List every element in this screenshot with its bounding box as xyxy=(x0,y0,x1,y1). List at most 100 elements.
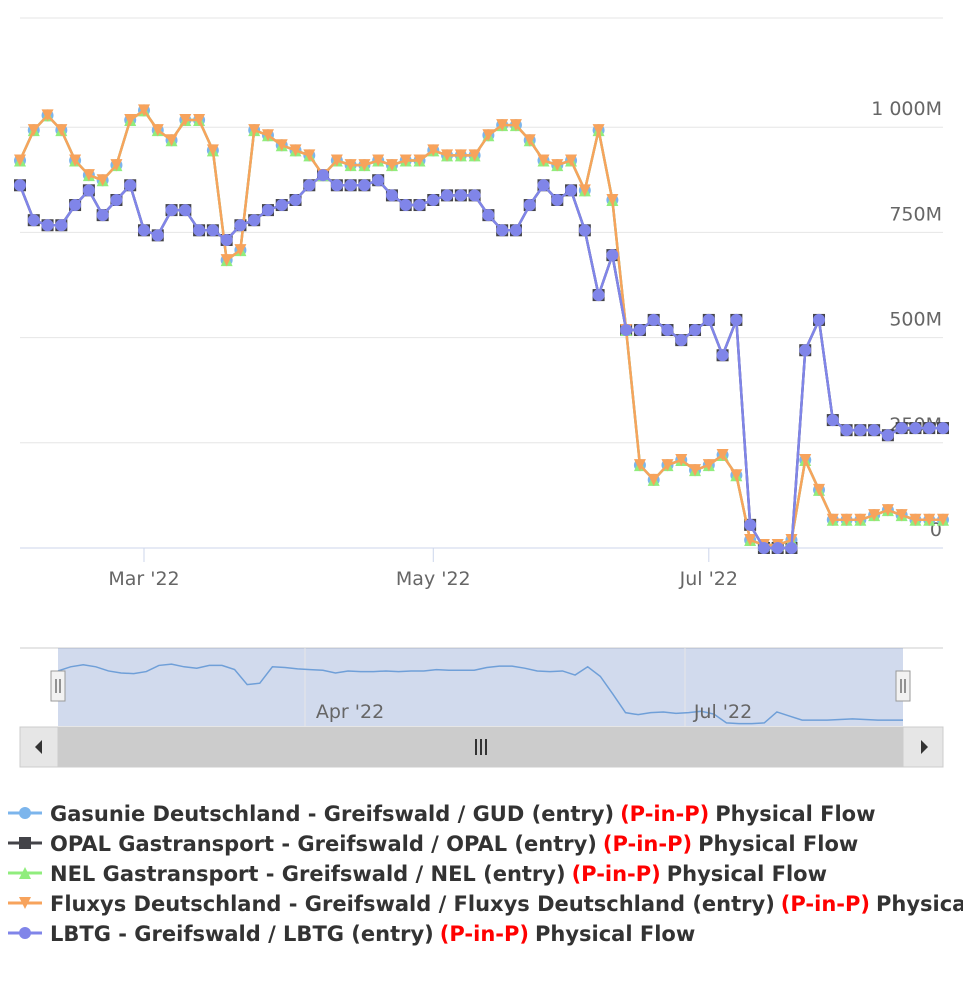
marker xyxy=(137,224,150,237)
marker xyxy=(385,189,398,202)
marker xyxy=(744,518,757,531)
marker xyxy=(689,324,702,337)
marker xyxy=(661,324,674,337)
marker xyxy=(206,144,219,157)
marker xyxy=(730,469,743,482)
marker xyxy=(592,289,605,302)
marker xyxy=(206,224,219,237)
legend-item[interactable]: Fluxys Deutschland - Greifswald / Fluxys… xyxy=(8,892,963,916)
marker xyxy=(82,169,95,182)
legend-item[interactable]: NEL Gastransport - Greifswald / NEL (ent… xyxy=(8,862,827,886)
series xyxy=(14,169,949,554)
legend-label: Gasunie Deutschland - Greifswald / GUD (… xyxy=(50,802,876,826)
legend-suffix: Physical Flow xyxy=(698,832,858,856)
marker xyxy=(344,179,357,192)
marker xyxy=(55,219,68,232)
y-tick-label: 1 000M xyxy=(871,98,942,120)
legend-tag: (P-in-P) xyxy=(781,892,870,916)
marker xyxy=(110,193,123,206)
marker xyxy=(716,349,729,362)
marker xyxy=(606,193,619,206)
navigator-line xyxy=(57,663,903,725)
marker xyxy=(14,179,26,192)
legend-suffix: Physical Flow xyxy=(876,892,963,916)
marker xyxy=(165,204,178,217)
marker xyxy=(523,134,536,147)
marker xyxy=(496,119,509,132)
marker xyxy=(124,114,137,127)
marker xyxy=(895,509,908,522)
marker xyxy=(565,184,578,197)
marker xyxy=(248,124,261,137)
legend-item[interactable]: Gasunie Deutschland - Greifswald / GUD (… xyxy=(8,802,876,826)
marker xyxy=(427,193,440,206)
series-line xyxy=(18,108,943,547)
handle-right[interactable] xyxy=(895,670,911,702)
marker xyxy=(702,459,715,472)
marker xyxy=(441,189,454,202)
navigator-label: Jul '22 xyxy=(693,701,752,723)
marker xyxy=(82,184,95,197)
marker xyxy=(826,513,839,526)
marker xyxy=(358,179,371,192)
marker xyxy=(27,214,40,227)
legend-item[interactable]: LBTG - Greifswald / LBTG (entry) (P-in-P)… xyxy=(8,922,695,946)
series-line xyxy=(18,108,943,547)
marker xyxy=(19,867,31,879)
marker xyxy=(730,313,743,326)
marker xyxy=(744,534,757,547)
marker xyxy=(248,214,261,227)
marker xyxy=(41,109,54,122)
marker xyxy=(633,324,646,337)
scrollbar[interactable] xyxy=(19,726,944,768)
marker xyxy=(537,154,550,167)
marker xyxy=(799,454,812,467)
y-tick-label: 750M xyxy=(889,203,942,225)
legend-name: OPAL Gastransport - Greifswald / OPAL (e… xyxy=(50,832,597,856)
marker xyxy=(358,159,371,172)
marker xyxy=(868,424,881,437)
marker xyxy=(69,154,82,167)
legend-tag: (P-in-P) xyxy=(572,862,661,886)
marker xyxy=(179,114,192,127)
marker xyxy=(771,542,784,554)
marker xyxy=(55,124,68,137)
marker xyxy=(702,313,715,326)
marker xyxy=(854,513,867,526)
marker xyxy=(509,119,522,132)
marker xyxy=(399,154,412,167)
marker xyxy=(261,129,274,142)
marker xyxy=(757,542,770,554)
marker xyxy=(372,154,385,167)
navigator-handles[interactable] xyxy=(50,670,911,702)
legend-item[interactable]: OPAL Gastransport - Greifswald / OPAL (e… xyxy=(8,832,858,856)
marker xyxy=(96,209,109,222)
y-tick-label: 500M xyxy=(889,309,942,331)
legend-name: LBTG - Greifswald / LBTG (entry) xyxy=(50,922,434,946)
marker xyxy=(523,199,536,212)
marker xyxy=(909,513,922,526)
x-tick-label: Mar '22 xyxy=(108,568,179,590)
marker xyxy=(675,454,688,467)
marker xyxy=(69,199,82,212)
marker xyxy=(413,199,426,212)
plot xyxy=(14,104,949,554)
legend-tag: (P-in-P) xyxy=(620,802,709,826)
marker xyxy=(565,154,578,167)
marker xyxy=(578,224,591,237)
legend-label: Fluxys Deutschland - Greifswald / Fluxys… xyxy=(50,892,963,916)
marker xyxy=(647,473,660,486)
arrow-right xyxy=(921,740,928,754)
legend-suffix: Physical Flow xyxy=(535,922,695,946)
series xyxy=(14,169,949,554)
handle-left[interactable] xyxy=(50,670,66,702)
legend-name: Gasunie Deutschland - Greifswald / GUD (… xyxy=(50,802,614,826)
marker xyxy=(14,154,26,167)
marker xyxy=(151,229,164,242)
marker xyxy=(151,124,164,137)
navigator: Apr '22 Jul '22 xyxy=(20,647,943,726)
marker xyxy=(220,254,233,267)
marker xyxy=(303,179,316,192)
marker xyxy=(234,219,247,232)
marker xyxy=(124,179,137,192)
